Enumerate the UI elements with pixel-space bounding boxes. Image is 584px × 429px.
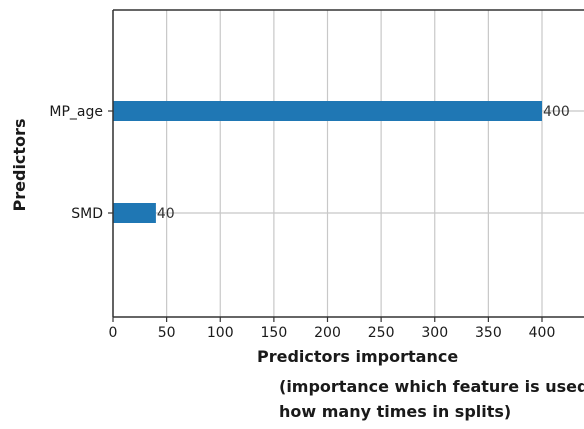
x-tick-label-2: 100 xyxy=(207,325,234,341)
x-tick-label-5: 250 xyxy=(368,325,395,341)
x-tick-label-0: 0 xyxy=(109,325,118,341)
x-axis-label: Predictors importance xyxy=(257,347,459,366)
annotation-line-2: how many times in splits) xyxy=(279,402,512,421)
x-tick-label-7: 350 xyxy=(475,325,502,341)
x-tick-label-4: 200 xyxy=(314,325,341,341)
annotation-line-1: (importance which feature is used xyxy=(279,377,584,396)
x-tick-label-6: 300 xyxy=(421,325,448,341)
bar-mp-age xyxy=(113,101,542,121)
x-tick-label-3: 150 xyxy=(261,325,288,341)
y-tick-label-1: SMD xyxy=(71,206,103,222)
data-label-1: 40 xyxy=(157,206,175,222)
y-tick-label-0: MP_age xyxy=(49,104,103,120)
bar-smd xyxy=(113,203,156,223)
x-tick-label-8: 400 xyxy=(529,325,556,341)
y-axis-label: Predictors xyxy=(10,119,29,212)
x-tick-label-1: 50 xyxy=(158,325,176,341)
data-label-0: 400 xyxy=(543,104,570,120)
